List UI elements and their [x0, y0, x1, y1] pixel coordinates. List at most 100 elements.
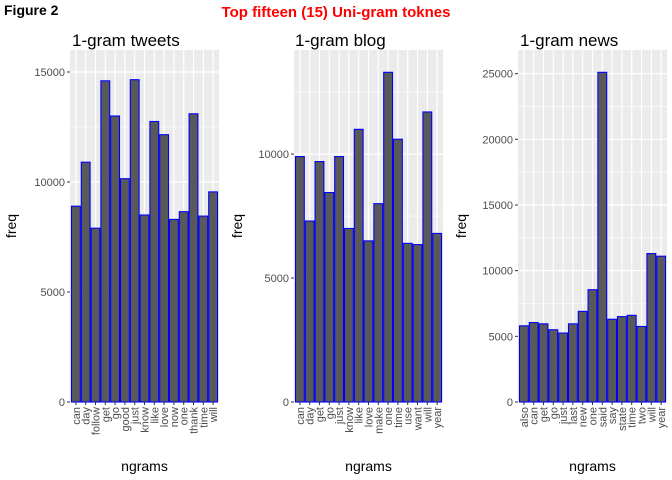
y-tick-label: 10000 — [482, 266, 513, 278]
chart-panel-3: 0 5000 10000 15000 20000 25000 alsocangetgojus… — [453, 31, 668, 474]
y-axis-label: freq — [229, 214, 245, 238]
x-tick-label-like: like — [354, 407, 366, 424]
x-tick-label-make: make — [373, 407, 385, 434]
x-tick-label-go: go — [548, 407, 560, 419]
x-tick-label-get: get — [314, 407, 326, 422]
bar-make — [373, 203, 384, 403]
bar-want — [412, 244, 423, 403]
bar-two — [636, 325, 647, 403]
x-tick-label-love: love — [364, 407, 376, 427]
x-tick-label-want: want — [413, 407, 425, 431]
bar-follow — [90, 227, 101, 403]
x-tick-label-time: time — [198, 407, 210, 428]
x-tick-label-can: can — [295, 407, 307, 425]
y-tick-label: 5000 — [265, 273, 289, 285]
bar-time — [626, 314, 637, 403]
bar-thank — [188, 113, 199, 403]
x-tick-label-use: use — [403, 407, 415, 425]
chart-panel-1: 0 5000 10000 15000 candayfollowgetgogoodjust… — [3, 31, 220, 474]
x-tick-label-thank: thank — [189, 407, 201, 434]
x-tick-label-go: go — [110, 407, 122, 419]
y-tick-label: 20000 — [482, 134, 513, 146]
x-tick-label-said: said — [597, 407, 609, 427]
bar-year — [656, 255, 667, 403]
x-tick-label-good: good — [120, 407, 132, 431]
x-tick-label-two: two — [637, 407, 649, 424]
panel-title: 1-gram blog — [295, 31, 386, 50]
x-tick-label-day: day — [81, 407, 93, 425]
y-tick-label: 0 — [507, 397, 513, 409]
x-tick-label-year: year — [656, 407, 668, 429]
chart-panel-2: 0 5000 10000 candaygetgojustknowlikelovemak… — [229, 31, 444, 474]
y-tick-label: 15000 — [34, 67, 65, 79]
y-axis-label: freq — [453, 214, 469, 238]
x-tick-label-time: time — [393, 407, 405, 428]
x-tick-label-new: new — [578, 407, 590, 427]
x-tick-label-one: one — [588, 407, 600, 425]
y-tick-label: 0 — [59, 397, 65, 409]
y-tick-label: 25000 — [482, 69, 513, 81]
bar-go — [324, 191, 335, 403]
x-tick-label-will: will — [422, 407, 434, 423]
x-axis-label: ngrams — [345, 458, 392, 474]
x-tick-label-say: say — [607, 407, 619, 425]
y-tick-label: 15000 — [482, 200, 513, 212]
bar-get — [314, 160, 325, 403]
x-tick-label-will: will — [646, 407, 658, 423]
bar-now — [168, 218, 179, 403]
bar-know — [343, 227, 354, 403]
bar-state — [616, 316, 627, 403]
x-tick-label-just: just — [130, 407, 142, 425]
bar-also — [518, 325, 529, 403]
x-tick-label-can: can — [71, 407, 83, 425]
x-tick-label-know: know — [140, 407, 152, 433]
bar-love — [159, 134, 170, 403]
bar-time — [198, 215, 209, 403]
x-tick-label-get: get — [538, 407, 550, 422]
x-tick-label-time: time — [627, 407, 639, 428]
figure-title: Top fifteen (15) Uni-gram toknes — [221, 4, 451, 21]
y-tick-label: 0 — [283, 397, 289, 409]
x-tick-label-state: state — [617, 407, 629, 431]
bar-get — [100, 80, 111, 403]
bar-like — [353, 128, 364, 403]
bar-go — [110, 115, 121, 403]
x-tick-label-go: go — [324, 407, 336, 419]
x-tick-label-one: one — [179, 407, 191, 425]
x-tick-label-can: can — [529, 407, 541, 425]
bar-can — [70, 205, 81, 403]
y-tick-label: 5000 — [41, 287, 65, 299]
bar-go — [548, 329, 559, 403]
x-tick-label-day: day — [305, 407, 317, 425]
x-tick-label-year: year — [432, 407, 444, 429]
x-tick-label-last: last — [568, 407, 580, 424]
bar-say — [607, 318, 618, 403]
x-tick-label-love: love — [159, 407, 171, 427]
bar-will — [422, 111, 433, 403]
bar-said — [597, 71, 608, 403]
bar-one — [178, 211, 189, 403]
y-axis-label: freq — [3, 214, 19, 238]
figure-label: Figure 2 — [4, 2, 59, 18]
panel-title: 1-gram tweets — [72, 31, 180, 50]
x-tick-label-get: get — [100, 407, 112, 422]
bar-just — [334, 156, 345, 403]
x-tick-label-one: one — [383, 407, 395, 425]
bar-day — [304, 220, 315, 403]
bar-know — [139, 214, 150, 403]
bar-year — [432, 232, 443, 403]
bar-just — [558, 332, 569, 403]
bar-new — [577, 310, 588, 403]
bar-will — [208, 191, 219, 403]
x-axis-label: ngrams — [121, 458, 168, 474]
bar-can — [528, 321, 539, 403]
bar-good — [119, 178, 130, 403]
panel-title: 1-gram news — [520, 31, 618, 50]
x-tick-label-know: know — [344, 407, 356, 433]
bar-can — [294, 156, 305, 403]
x-tick-label-now: now — [169, 407, 181, 427]
bar-last — [567, 323, 578, 403]
x-axis-label: ngrams — [569, 458, 616, 474]
bar-will — [646, 253, 657, 403]
